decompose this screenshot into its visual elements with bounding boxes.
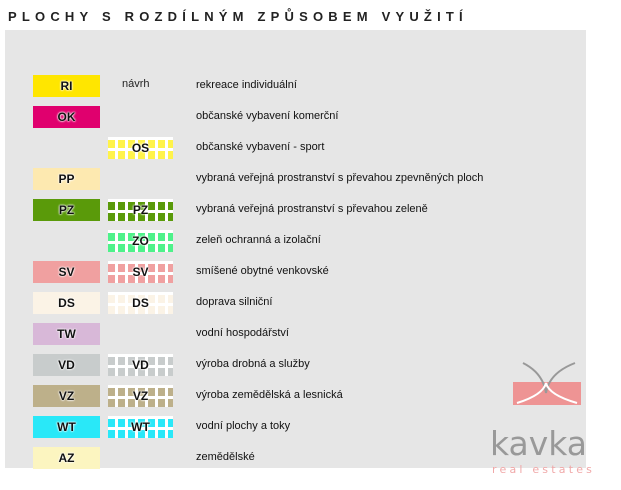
navrh-badge: ZO (108, 230, 173, 252)
stav-badge: RI (33, 75, 100, 97)
legend-label: zeleň ochranná a izolační (196, 234, 321, 246)
header-navrh: návrh (122, 78, 150, 90)
legend-label: vodní plochy a toky (196, 420, 291, 432)
stav-badge: DS (33, 292, 100, 314)
navrh-badge: OS (108, 137, 173, 159)
kavka-logo: kavka real estates (490, 355, 598, 485)
legend-label: zemědělské (196, 451, 255, 463)
navrh-badge: VZ (108, 385, 173, 407)
legend-row: WT WT vodní plochy a toky (5, 416, 585, 438)
legend-row: AZ zemědělské (5, 447, 585, 469)
legend-label: občanské vybavení - sport (196, 141, 325, 153)
stav-badge: SV (33, 261, 100, 283)
stav-badge: VD (33, 354, 100, 376)
legend-row: PZ PZ vybraná veřejná prostranství s převa… (5, 199, 585, 221)
legend-label: výroba drobná a služby (196, 358, 310, 370)
legend-row: OS občanské vybavení - sport (5, 137, 585, 159)
legend-row: RI rekreace individuální (5, 75, 585, 97)
legend-row: VZ VZ výroba zemědělská a lesnická (5, 385, 585, 407)
stav-badge: AZ (33, 447, 100, 469)
legend-row: ZO zeleň ochranná a izolační (5, 230, 585, 252)
legend-row: DS DS doprava silniční (5, 292, 585, 314)
stav-badge: PZ (33, 199, 100, 221)
legend-label: rekreace individuální (196, 79, 297, 91)
stav-badge: PP (33, 168, 100, 190)
navrh-badge: SV (108, 261, 173, 283)
stav-badge: WT (33, 416, 100, 438)
svg-text:kavka: kavka (493, 424, 587, 463)
legend-label: doprava silniční (196, 296, 273, 308)
legend-label: občanské vybavení komerční (196, 110, 339, 122)
legend-row: VD VD výroba drobná a služby (5, 354, 585, 376)
navrh-badge: DS (108, 292, 173, 314)
stav-badge: OK (33, 106, 100, 128)
legend-row: PP vybraná veřejná prostranství s převaho… (5, 168, 585, 190)
page-title: PLOCHY S ROZDÍLNÝM ZPŮSOBEM VYUŽITÍ (8, 9, 468, 24)
navrh-badge: VD (108, 354, 173, 376)
legend-row: SV SV smíšené obytné venkovské (5, 261, 585, 283)
legend-label: smíšené obytné venkovské (196, 265, 329, 277)
navrh-badge: PZ (108, 199, 173, 221)
legend-label: výroba zemědělská a lesnická (196, 389, 343, 401)
svg-text:real estates: real estates (493, 463, 595, 476)
legend-label: vybraná veřejná prostranství s převahou … (196, 172, 484, 184)
stav-badge: VZ (33, 385, 100, 407)
stav-badge: TW (33, 323, 100, 345)
legend-label: vodní hospodářství (196, 327, 289, 339)
legend-row: OK občanské vybavení komerční (5, 106, 585, 128)
legend-row: TW vodní hospodářství (5, 323, 585, 345)
navrh-badge: WT (108, 416, 173, 438)
legend-label: vybraná veřejná prostranství s převahou … (196, 203, 428, 215)
